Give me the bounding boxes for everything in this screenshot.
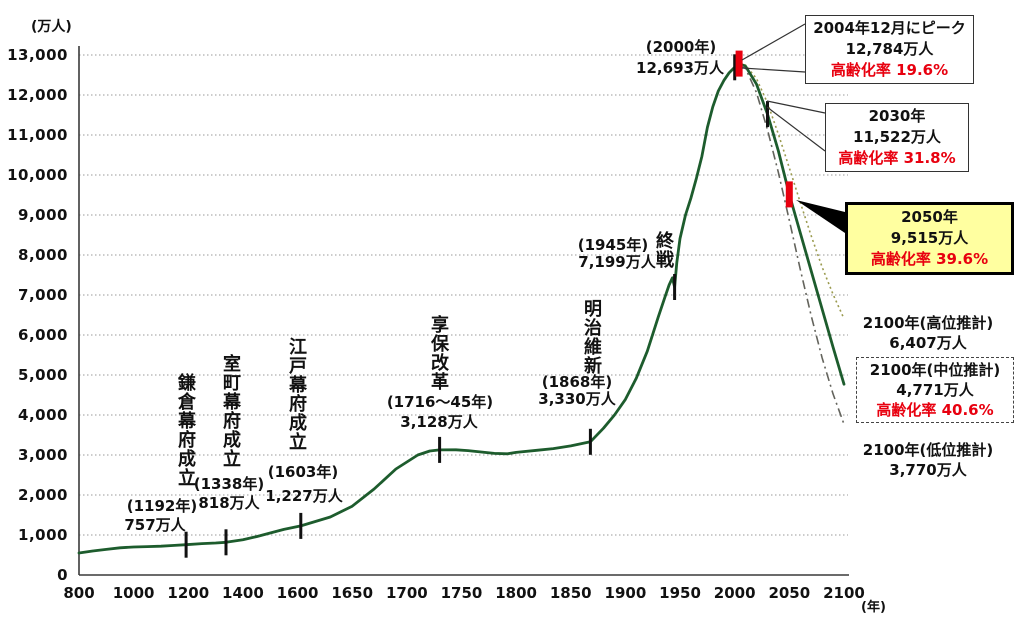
box-2030: 2030年 11,522万人 高齢化率 31.8% [825, 103, 969, 172]
label-2100-high: 2100年(高位推計) 6,407万人 [863, 313, 993, 353]
pop-label-edo: 1,227万人 [265, 487, 343, 505]
label-2100-low-pop: 3,770万人 [889, 461, 967, 479]
box-2050-aging-rate: 高齢化率 39.6% [870, 250, 989, 268]
pop-label-muromachi: 818万人 [198, 494, 260, 512]
era-label-kyoho: 享保改革 [428, 315, 449, 391]
year-label-kyoho: (1716～45年) [386, 393, 494, 411]
x-tick-label: 1850 [549, 584, 592, 602]
x-tick-label: 1950 [659, 584, 701, 602]
y-axis-unit-label: (万人) [31, 19, 72, 35]
callout-line-peak-top [741, 23, 806, 61]
year-label-edo: (1603年) [267, 463, 339, 481]
callout-line-2030-bottom [766, 106, 826, 152]
era-label-meiji: 明治維新 [581, 299, 602, 375]
x-tick-label: 1900 [604, 584, 647, 602]
x-tick-label: 1800 [495, 584, 537, 602]
peak-2004-box: 2004年12月にピーク 12,784万人 高齢化率 19.6% [805, 15, 974, 84]
x-tick-label: 1750 [440, 584, 483, 602]
y-tick-label: 4,000 [18, 406, 68, 424]
red-marker-2050 [785, 181, 793, 208]
label-2100-high-title: 2100年(高位推計) [862, 314, 994, 332]
y-tick-label: 1,000 [18, 526, 68, 544]
box-2050-highlight: 2050年 9,515万人 高齢化率 39.6% [845, 202, 1014, 275]
box-2050-title: 2050年 [901, 208, 958, 226]
y-tick-label: 8,000 [18, 246, 68, 264]
x-tick-label: 1200 [167, 584, 210, 602]
year-label-muromachi: (1338年) [193, 475, 265, 493]
x-tick-label: 2000 [713, 584, 756, 602]
year-label-meiji: (1868年) [541, 373, 613, 391]
label-2100-low-title: 2100年(低位推計) [862, 441, 994, 459]
label-2100-low: 2100年(低位推計) 3,770万人 [863, 440, 993, 480]
x-axis-unit-label: (年) [861, 600, 886, 615]
box-2100-mid-pop: 4,771万人 [896, 381, 974, 399]
y-tick-label: 2,000 [18, 486, 68, 504]
pop-label-kamakura: 757万人 [124, 516, 186, 534]
x-tick-label: 1650 [331, 584, 374, 602]
y-tick-label: 5,000 [18, 366, 68, 384]
era-label-muromachi: 室町幕府成立 [220, 354, 241, 468]
y-tick-label: 7,000 [18, 286, 68, 304]
y-tick-label: 3,000 [18, 446, 68, 464]
y-tick-label: 6,000 [18, 326, 68, 344]
y-tick-label: 9,000 [18, 206, 68, 224]
x-tick-label: 1600 [276, 584, 319, 602]
box-2100-mid-aging-rate: 高齢化率 40.6% [876, 401, 994, 419]
peak-box-pop: 12,784万人 [845, 40, 934, 58]
year-label-shusen: (1945年) [577, 236, 649, 254]
box-2100-mid-title: 2100年(中位推計) [869, 361, 1001, 379]
box-2050-pop: 9,515万人 [890, 229, 969, 247]
era-label-shusen: 終戦 [653, 231, 674, 269]
label-2100-high-pop: 6,407万人 [889, 334, 967, 352]
era-label-kamakura: 鎌倉幕府成立 [175, 373, 196, 487]
box-2030-aging-rate: 高齢化率 31.8% [838, 149, 956, 167]
callout-wedge-2050 [796, 200, 845, 233]
pop-label-meiji: 3,330万人 [538, 390, 616, 408]
pop-label-kyoho: 3,128万人 [400, 413, 478, 431]
x-tick-label: 1000 [112, 584, 155, 602]
box-2100-mid: 2100年(中位推計) 4,771万人 高齢化率 40.6% [856, 357, 1014, 423]
red-marker-2004 [735, 50, 743, 77]
y-tick-label: 0 [57, 566, 68, 584]
peak-box-aging-rate: 高齢化率 19.6% [830, 61, 949, 79]
y-tick-label: 13,000 [7, 46, 68, 64]
era-label-edo: 江戸幕府成立 [286, 337, 307, 451]
pop-label-2000: 12,693万人 [636, 59, 724, 77]
box-2030-pop: 11,522万人 [853, 128, 941, 146]
x-tick-label: 1700 [385, 584, 428, 602]
box-2030-title: 2030年 [868, 107, 926, 125]
series-line-history [77, 62, 741, 555]
callout-line-peak-bottom [741, 67, 806, 73]
x-tick-label: 800 [63, 584, 95, 602]
x-tick-label: 2050 [768, 584, 811, 602]
year-label-2000: (2000年) [645, 38, 717, 56]
x-tick-label: 1400 [222, 584, 264, 602]
y-tick-label: 12,000 [7, 86, 68, 104]
callout-line-2030-top [766, 100, 826, 114]
series-line-low [738, 62, 845, 425]
y-tick-label: 11,000 [7, 126, 68, 144]
pop-label-shusen: 7,199万人 [578, 253, 656, 271]
peak-box-title: 2004年12月にピーク [813, 19, 966, 37]
year-label-kamakura: (1192年) [126, 497, 198, 515]
y-tick-label: 10,000 [7, 166, 68, 184]
x-tick-label: 2100 [823, 584, 865, 602]
